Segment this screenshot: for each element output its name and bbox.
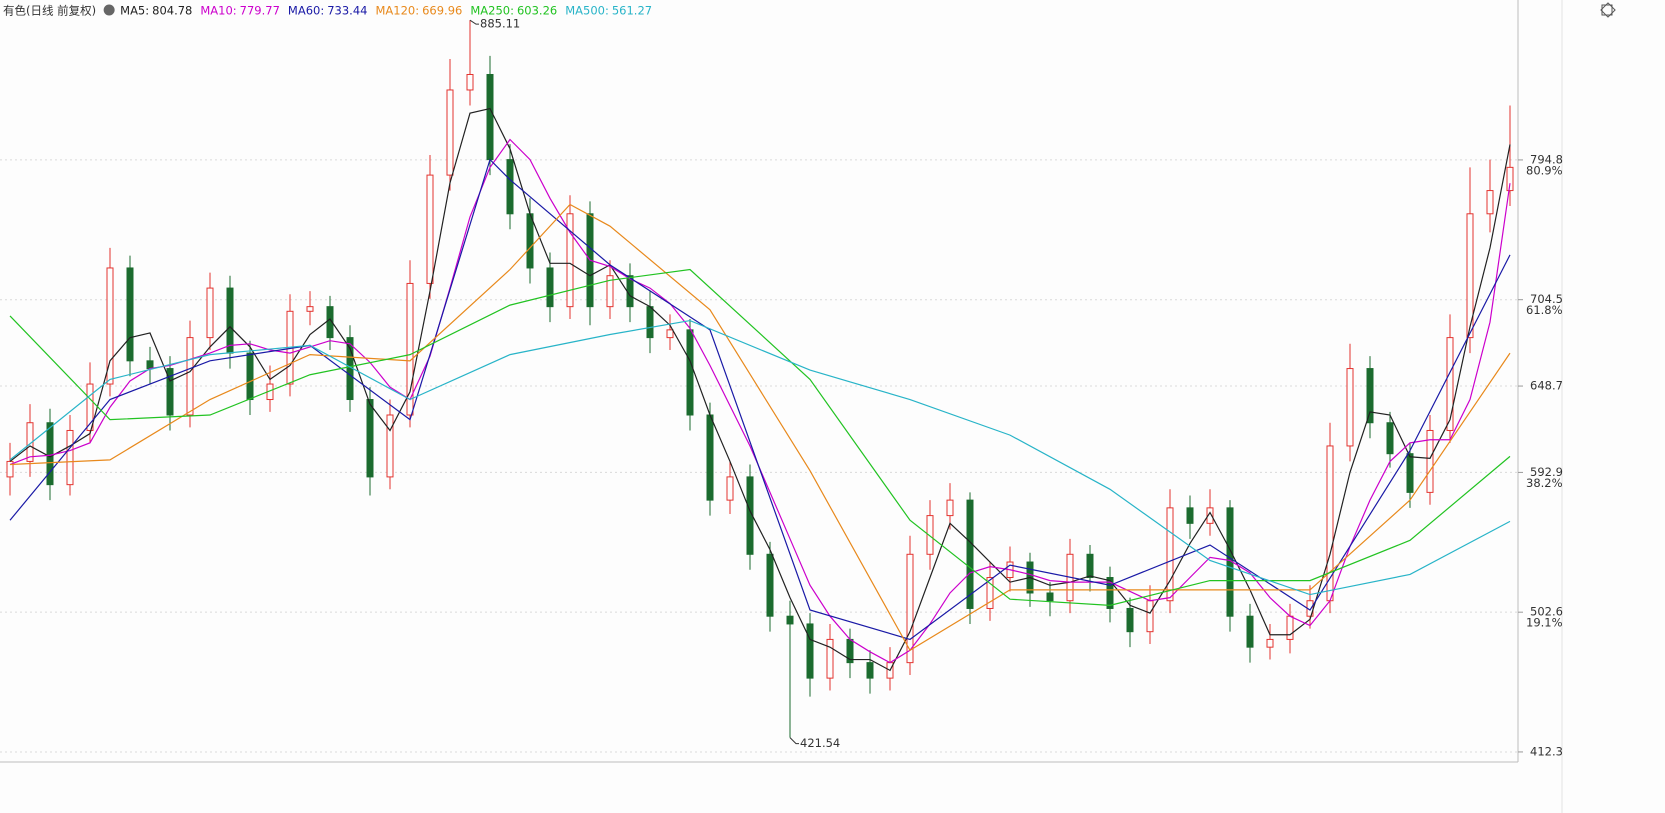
legend-name: MA500: bbox=[565, 4, 609, 18]
candle-body bbox=[1366, 368, 1374, 424]
candle-body bbox=[206, 287, 214, 339]
legend-name: MA10: bbox=[200, 4, 236, 18]
candle-body bbox=[1406, 453, 1414, 493]
candle-body bbox=[926, 515, 934, 555]
ma-line bbox=[9, 268, 1511, 606]
legend-value: 733.44 bbox=[327, 4, 367, 18]
candle-body bbox=[226, 287, 234, 354]
candle-body bbox=[306, 306, 314, 312]
candle-body bbox=[946, 499, 954, 517]
candle-body bbox=[386, 414, 394, 478]
y-tick-label: 704.5 bbox=[1530, 292, 1563, 306]
candle-body bbox=[1486, 190, 1494, 215]
candle-body bbox=[1146, 600, 1154, 633]
fib-label: 80.9% bbox=[1526, 163, 1563, 177]
candle-body bbox=[826, 638, 834, 679]
legend-value: 779.77 bbox=[240, 4, 280, 18]
candle-body bbox=[906, 553, 914, 664]
legend-value: 561.27 bbox=[612, 4, 652, 18]
candle-body bbox=[46, 422, 54, 486]
y-tick-label: 592.9 bbox=[1530, 465, 1563, 479]
settings-icon[interactable] bbox=[103, 4, 115, 16]
window-icon[interactable] bbox=[1601, 4, 1613, 16]
candle-body bbox=[726, 476, 734, 501]
candle-body bbox=[1386, 422, 1394, 455]
candle-body bbox=[1286, 615, 1294, 640]
candle-body bbox=[986, 577, 994, 609]
legend-name: MA60: bbox=[288, 4, 324, 18]
candle-body bbox=[246, 352, 254, 401]
legend-value: 603.26 bbox=[517, 4, 557, 18]
candle-body bbox=[1446, 337, 1454, 431]
candle-body bbox=[446, 89, 454, 176]
candle-body bbox=[1126, 607, 1134, 633]
legend-name: MA250: bbox=[470, 4, 514, 18]
candle-body bbox=[866, 662, 874, 679]
legend-name: MA120: bbox=[375, 4, 419, 18]
candle-body bbox=[1186, 507, 1194, 524]
candle-body bbox=[186, 337, 194, 416]
candle-body bbox=[146, 360, 154, 370]
candle-body bbox=[1166, 507, 1174, 602]
annotation-arrow bbox=[469, 19, 479, 25]
chart-title: 有色(日线 前复权) bbox=[3, 4, 96, 18]
candle-body bbox=[1346, 368, 1354, 447]
y-tick-label: 648.7 bbox=[1530, 379, 1563, 393]
candle-body bbox=[786, 615, 794, 625]
candle-body bbox=[686, 329, 694, 416]
candle-body bbox=[766, 553, 774, 617]
candle-body bbox=[666, 329, 674, 339]
candle-body bbox=[466, 73, 474, 91]
candle-body bbox=[606, 275, 614, 308]
candle-body bbox=[166, 368, 174, 416]
candle-body bbox=[326, 306, 334, 339]
candle-body bbox=[806, 623, 814, 679]
ma-line bbox=[9, 319, 1511, 596]
annotation-arrow bbox=[789, 737, 799, 745]
candle-body bbox=[426, 174, 434, 284]
ma-line bbox=[9, 158, 1511, 641]
candle-body bbox=[486, 73, 494, 161]
candle-body bbox=[966, 499, 974, 609]
candle-body bbox=[1506, 166, 1514, 192]
candle-body bbox=[86, 383, 94, 431]
legend-value: 669.96 bbox=[422, 4, 462, 18]
candle-body bbox=[1086, 553, 1094, 579]
candle-body bbox=[66, 429, 74, 486]
plot bbox=[0, 19, 1523, 753]
fib-label: 19.1% bbox=[1526, 616, 1563, 630]
candle-body bbox=[1046, 592, 1054, 602]
candle-body bbox=[406, 282, 414, 416]
ma-line bbox=[9, 203, 1511, 652]
candle-body bbox=[1466, 213, 1474, 339]
candle-body bbox=[1266, 638, 1274, 648]
y-tick-label: 794.8 bbox=[1530, 152, 1563, 166]
legend-value: 804.78 bbox=[152, 4, 192, 18]
fib-label: 38.2% bbox=[1526, 476, 1563, 490]
candle-body bbox=[1106, 577, 1114, 609]
candle-body bbox=[1246, 615, 1254, 648]
candle-body bbox=[106, 267, 114, 385]
candle-body bbox=[646, 306, 654, 339]
y-tick-label: 412.3 bbox=[1530, 744, 1563, 758]
candle-body bbox=[126, 267, 134, 362]
annotation-label: 421.54 bbox=[800, 736, 840, 750]
candle-body bbox=[546, 267, 554, 308]
annotation-label: 885.11 bbox=[480, 17, 520, 31]
candle-body bbox=[706, 414, 714, 501]
candle-body bbox=[1426, 429, 1434, 493]
candle-body bbox=[366, 399, 374, 478]
ma-line bbox=[9, 107, 1511, 672]
y-tick-label: 502.6 bbox=[1530, 605, 1563, 619]
candle-body bbox=[506, 159, 514, 215]
fib-label: 61.8% bbox=[1526, 303, 1563, 317]
candle-body bbox=[1206, 507, 1214, 524]
candle-body bbox=[566, 213, 574, 308]
candle-body bbox=[526, 213, 534, 269]
legend-name: MA5: bbox=[120, 4, 149, 18]
